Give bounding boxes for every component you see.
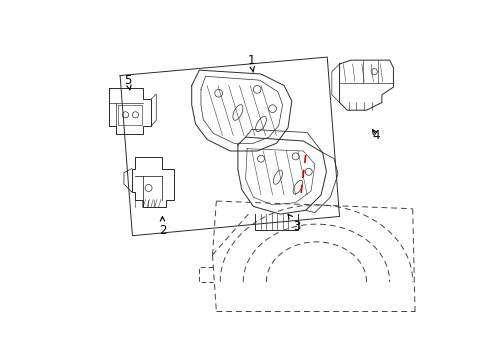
Text: 1: 1 xyxy=(247,54,254,72)
Text: 3: 3 xyxy=(287,214,300,233)
Text: 5: 5 xyxy=(124,74,131,90)
Text: 2: 2 xyxy=(159,217,166,237)
Text: 4: 4 xyxy=(372,129,380,142)
